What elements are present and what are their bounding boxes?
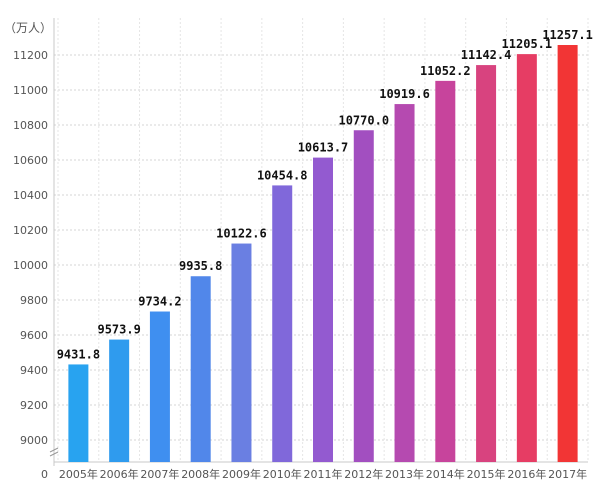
y-axis-unit-label: （万人） [4, 21, 52, 35]
bar-2011年 [313, 157, 333, 463]
data-label: 9431.8 [57, 347, 100, 361]
y-tick-label: 9200 [20, 399, 48, 412]
bar-2012年 [353, 130, 374, 462]
bar-2006年 [109, 339, 130, 462]
bar-2008年 [190, 276, 211, 462]
y-tick-label: 10000 [13, 259, 48, 272]
y-tick-label: 11200 [13, 49, 48, 62]
labels: 0 9000 9200 9400 9600 9800 10000 10200 10400 1060… [13, 28, 593, 481]
x-tick-label: 2012年 [344, 467, 383, 481]
y-tick-label: 11000 [13, 84, 48, 97]
x-tick-label: 2009年 [222, 467, 261, 481]
bar-2009年 [231, 243, 252, 462]
y-tick-label: 9800 [20, 294, 48, 307]
data-label: 10122.6 [216, 227, 267, 241]
bar-2007年 [149, 311, 170, 462]
bar-2005年 [68, 364, 89, 462]
x-tick-label: 2010年 [263, 467, 302, 481]
bar-2010年 [272, 185, 293, 462]
x-tick-label: 2005年 [59, 467, 98, 481]
data-label: 9573.9 [97, 323, 140, 337]
y-tick-label: 9400 [20, 364, 48, 377]
y-tick-label: 10800 [13, 119, 48, 132]
data-label: 10919.6 [379, 87, 430, 101]
y-tick-label: 10600 [13, 154, 48, 167]
data-label: 11052.2 [420, 64, 471, 78]
data-label: 11205.1 [502, 37, 553, 51]
y-tick-label: 10400 [13, 189, 48, 202]
bar-2013年 [394, 104, 415, 462]
y-tick-label: 10200 [13, 224, 48, 237]
x-tick-label: 2008年 [181, 467, 220, 481]
x-tick-label: 2006年 [100, 467, 139, 481]
x-tick-label: 2017年 [548, 467, 587, 481]
x-tick-label: 2013年 [385, 467, 424, 481]
y-tick-label: 9600 [20, 329, 48, 342]
bar-2017年 [557, 45, 578, 462]
bar-2016年 [516, 54, 537, 463]
axis-break-mark [49, 447, 59, 457]
data-label: 9935.8 [179, 259, 222, 273]
data-label: 11257.1 [542, 28, 593, 42]
x-tick-label: 2016年 [507, 467, 546, 481]
data-label: 10613.7 [298, 141, 349, 155]
x-tick-label: 2014年 [426, 467, 465, 481]
y-tick-label: 9000 [20, 434, 48, 447]
grid-lines [54, 18, 589, 462]
data-label: 10770.0 [338, 113, 389, 127]
data-label: 9734.2 [138, 295, 181, 309]
x-tick-label: 2011年 [304, 467, 343, 481]
y-tick-label: 0 [41, 468, 48, 481]
x-tick-label: 2015年 [467, 467, 506, 481]
x-tick-label: 2007年 [140, 467, 179, 481]
bar-2015年 [476, 65, 497, 462]
bar-2014年 [435, 80, 456, 463]
data-label: 10454.8 [257, 168, 308, 182]
data-label: 11142.4 [461, 48, 512, 62]
bars [68, 45, 578, 463]
